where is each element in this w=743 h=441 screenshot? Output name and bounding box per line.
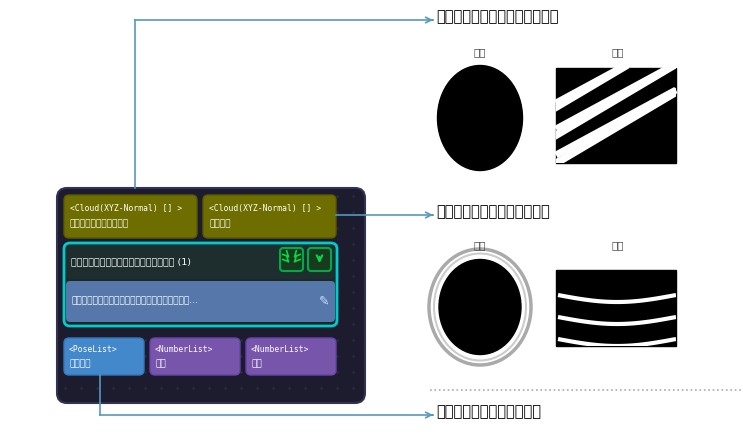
- FancyBboxPatch shape: [280, 248, 303, 271]
- FancyBboxPatch shape: [203, 195, 336, 238]
- Text: 複数回フィルタリング後の点群: 複数回フィルタリング後の点群: [436, 10, 559, 25]
- Text: <Cloud(XYZ-Normal) [] >: <Cloud(XYZ-Normal) [] >: [70, 203, 182, 213]
- Text: 一回フィルタリング後の点群: 一回フィルタリング後の点群: [436, 205, 550, 220]
- Text: 正面: 正面: [474, 240, 486, 250]
- Text: 結果: 結果: [155, 359, 166, 369]
- Bar: [556, 68, 676, 163]
- Text: <Cloud(XYZ-Normal) [] >: <Cloud(XYZ-Normal) [] >: [209, 203, 321, 213]
- Ellipse shape: [439, 259, 521, 355]
- FancyBboxPatch shape: [64, 243, 337, 326]
- Bar: [556, 270, 676, 346]
- FancyBboxPatch shape: [57, 188, 365, 403]
- Ellipse shape: [429, 249, 531, 365]
- Text: カメラ座標系での位置姿勢: カメラ座標系での位置姿勢: [436, 404, 541, 419]
- Text: 側面: 側面: [611, 47, 624, 57]
- FancyBboxPatch shape: [308, 248, 331, 271]
- Text: <NumberList>: <NumberList>: [251, 345, 310, 355]
- Text: 結果: 結果: [251, 359, 262, 369]
- FancyBboxPatch shape: [150, 338, 240, 375]
- Text: 長穴を検出し、カメラ座標系における長穴の中心...: 長穴を検出し、カメラ座標系における長穴の中心...: [71, 296, 198, 306]
- Text: <PoseList>: <PoseList>: [69, 345, 117, 355]
- Text: 元の点群: 元の点群: [209, 220, 230, 228]
- Text: ✎: ✎: [319, 295, 329, 307]
- FancyBboxPatch shape: [66, 245, 335, 279]
- FancyBboxPatch shape: [64, 338, 144, 375]
- Text: 長穴の中心位置姿勢と長軸・短軸を計算 (1): 長穴の中心位置姿勢と長軸・短軸を計算 (1): [71, 258, 191, 266]
- FancyBboxPatch shape: [246, 338, 336, 375]
- FancyBboxPatch shape: [64, 195, 197, 238]
- Text: <NumberList>: <NumberList>: [155, 345, 213, 355]
- FancyBboxPatch shape: [66, 281, 335, 322]
- Text: 法線ベクトル付きの点群: 法線ベクトル付きの点群: [70, 220, 129, 228]
- Ellipse shape: [438, 66, 522, 171]
- Text: 位置姿勢: 位置姿勢: [69, 359, 91, 369]
- Bar: [556, 68, 676, 163]
- Text: 側面: 側面: [611, 240, 624, 250]
- Text: 正面: 正面: [474, 47, 486, 57]
